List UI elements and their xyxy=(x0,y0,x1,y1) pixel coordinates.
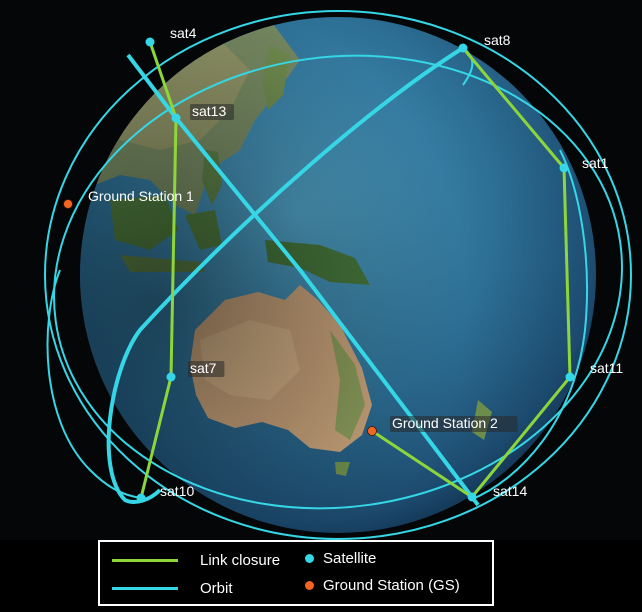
link-layer xyxy=(139,41,572,499)
legend-link-item: Link closure xyxy=(112,552,280,569)
satellite-sat10-marker[interactable] xyxy=(136,493,146,503)
label-sat11: sat11 xyxy=(590,360,623,376)
link-sat7-sat10 xyxy=(139,376,173,499)
legend: Link closure Orbit Satellite Ground Stat… xyxy=(98,540,494,606)
satellite-sat8-marker[interactable] xyxy=(458,43,468,53)
orbit-diagonal-ne-sw xyxy=(106,46,465,504)
label-sat14: sat14 xyxy=(493,483,527,499)
label-sat4: sat4 xyxy=(170,25,197,41)
legend-link-label: Link closure xyxy=(200,552,281,569)
satellite-sat14-marker[interactable] xyxy=(467,492,477,502)
legend-orbit-label: Orbit xyxy=(200,580,233,597)
label-bg-gs2 xyxy=(390,416,518,432)
satellite-sat1-marker[interactable] xyxy=(559,163,569,173)
label-bg-sat13 xyxy=(190,104,234,120)
satellite-sat7-marker[interactable] xyxy=(166,372,176,382)
label-sat8: sat8 xyxy=(484,32,511,48)
node-layer xyxy=(63,37,575,503)
link-gs2-sat14 xyxy=(371,429,473,499)
legend-gs-label: Ground Station (GS) xyxy=(323,577,460,594)
link-sat4-sat13 xyxy=(148,41,178,119)
orbit-west-arc xyxy=(46,269,142,499)
label-sat10: sat10 xyxy=(160,483,194,499)
legend-satellite-item: Satellite xyxy=(305,550,376,567)
legend-satellite-label: Satellite xyxy=(323,550,377,567)
label-gs1: Ground Station 1 xyxy=(88,188,194,204)
constellation-scene: sat4 sat8 sat13 sat1 sat7 sat11 sat10 sat14 Grou… xyxy=(44,10,632,540)
satellite-swatch xyxy=(305,554,314,563)
legend-orbit-item: Orbit xyxy=(112,580,233,597)
label-sat7: sat7 xyxy=(190,360,217,376)
label-bg-sat7 xyxy=(188,361,225,377)
satellite-sat13-marker[interactable] xyxy=(171,113,181,123)
link-sat11-sat14 xyxy=(470,376,572,498)
orbit-diagonal-nw-se xyxy=(126,53,480,507)
orbit-inner-ring xyxy=(53,54,623,510)
link-sat8-sat1 xyxy=(461,47,566,169)
label-layer: sat4 sat8 sat13 sat1 sat7 sat11 sat10 sat14 Grou… xyxy=(88,25,623,499)
orbit-layer xyxy=(44,10,632,540)
orbit-swatch xyxy=(112,587,178,590)
label-sat1: sat1 xyxy=(582,155,609,171)
orbit-outer-ring xyxy=(44,10,632,540)
ground-station-gs1-marker[interactable] xyxy=(63,199,73,209)
orbit-east-arc xyxy=(469,149,588,501)
satellite-sat11-marker[interactable] xyxy=(565,372,575,382)
link-sat1-sat11 xyxy=(562,167,572,378)
label-sat13: sat13 xyxy=(192,103,226,119)
ground-station-gs2-marker[interactable] xyxy=(367,426,377,436)
link-sat13-sat7 xyxy=(169,117,178,378)
link-swatch xyxy=(112,559,178,562)
label-gs2: Ground Station 2 xyxy=(392,415,498,431)
ground-station-swatch xyxy=(305,581,314,590)
legend-gs-item: Ground Station (GS) xyxy=(305,577,460,594)
satellite-sat4-marker[interactable] xyxy=(145,37,155,47)
